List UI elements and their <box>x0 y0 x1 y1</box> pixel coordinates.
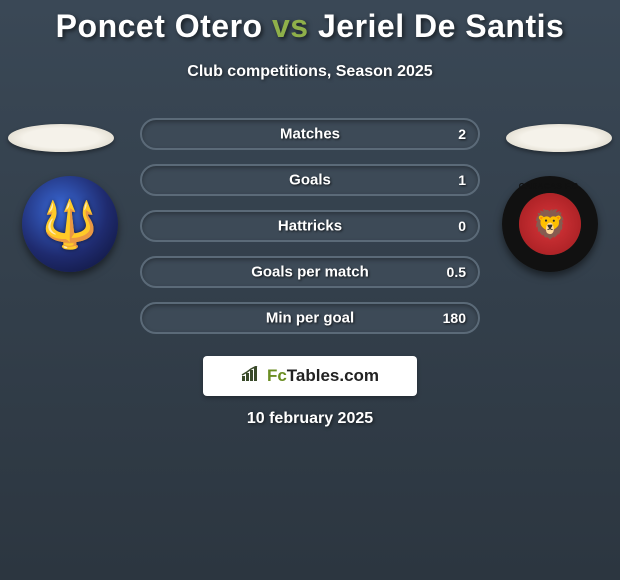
stat-row-hattricks: Hattricks 0 <box>140 210 480 242</box>
stat-label: Min per goal <box>142 310 478 327</box>
stat-row-matches: Matches 2 <box>140 118 480 150</box>
stat-right-value: 0.5 <box>447 264 466 280</box>
brand-text: FcTables.com <box>267 366 379 386</box>
comparison-title: Poncet Otero vs Jeriel De Santis <box>0 0 620 45</box>
stat-right-value: 180 <box>443 310 466 326</box>
brand-suffix: Tables.com <box>287 366 379 385</box>
stat-right-value: 0 <box>458 218 466 234</box>
stat-label: Goals per match <box>142 264 478 281</box>
stat-row-mpg: Min per goal 180 <box>140 302 480 334</box>
stat-right-value: 2 <box>458 126 466 142</box>
stat-row-gpm: Goals per match 0.5 <box>140 256 480 288</box>
date-label: 10 february 2025 <box>0 410 620 428</box>
player1-name: Poncet Otero <box>56 8 263 44</box>
stat-label: Matches <box>142 126 478 143</box>
player2-name: Jeriel De Santis <box>318 8 564 44</box>
chart-icon <box>241 366 261 387</box>
brand-prefix: Fc <box>267 366 287 385</box>
subtitle: Club competitions, Season 2025 <box>0 63 620 81</box>
vs-word: vs <box>272 8 309 44</box>
stat-right-value: 1 <box>458 172 466 188</box>
stat-row-goals: Goals 1 <box>140 164 480 196</box>
brand-badge[interactable]: FcTables.com <box>203 356 417 396</box>
stats-container: Matches 2 Goals 1 Hattricks 0 Goals per … <box>0 118 620 348</box>
stat-label: Hattricks <box>142 218 478 235</box>
stat-label: Goals <box>142 172 478 189</box>
